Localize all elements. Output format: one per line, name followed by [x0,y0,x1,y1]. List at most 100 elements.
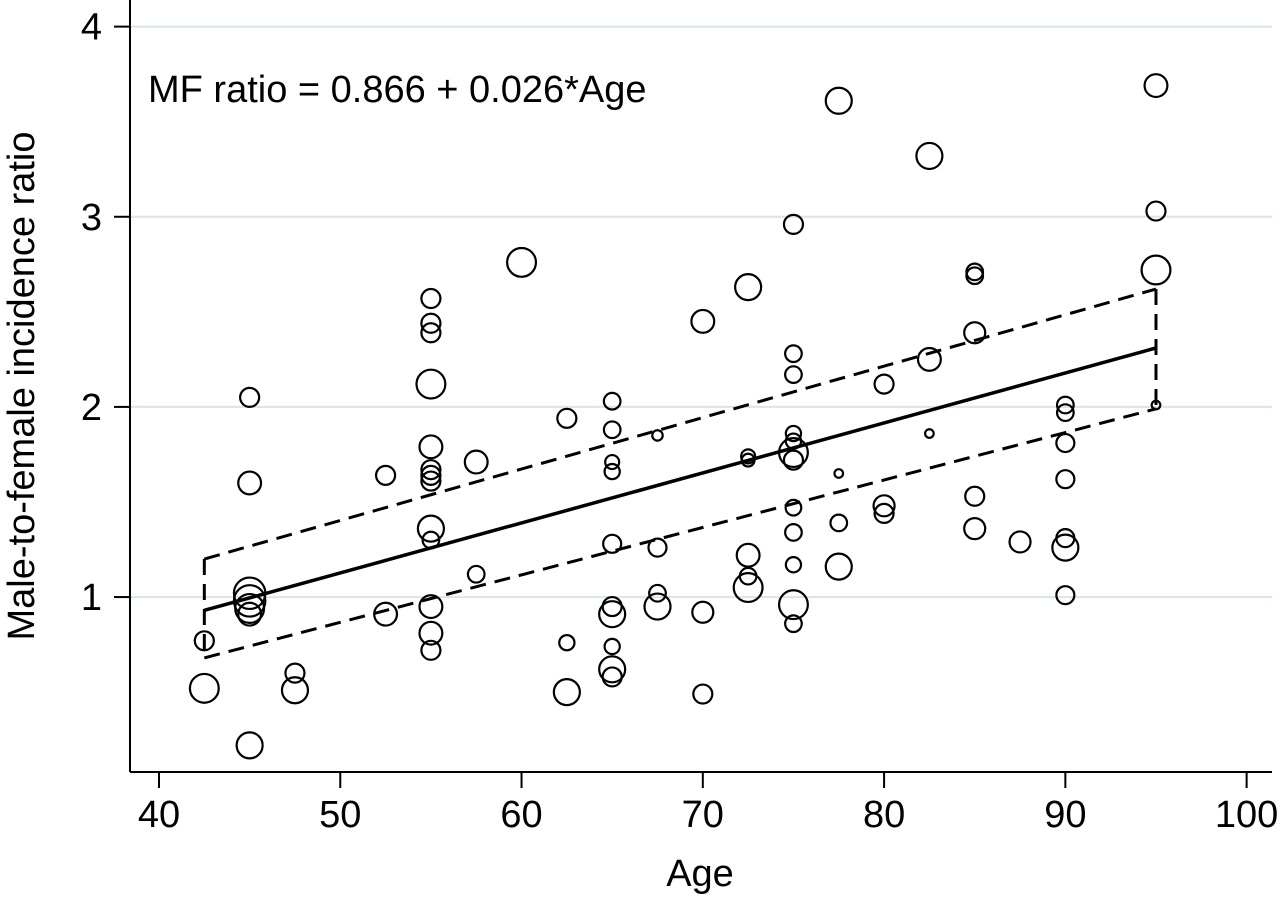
data-point [598,600,627,629]
data-point [784,614,803,634]
data-point [556,407,578,429]
data-point [415,368,447,400]
data-point [420,470,442,492]
data-point [738,566,758,586]
data-point [604,453,621,471]
data-point [1145,200,1167,222]
tick-marks [114,25,1248,788]
data-point [188,672,220,704]
data-point [237,601,263,627]
x-tick-label-70: 70 [682,794,724,836]
data-point [643,592,672,621]
data-point [1055,403,1075,423]
data-point [782,449,805,471]
data-point [1150,399,1162,411]
data-point [420,464,442,486]
data-point [602,391,622,411]
data-point [420,322,442,344]
data-point [915,141,944,171]
data-point [466,564,486,584]
data-point [784,424,803,443]
data-point [421,530,441,550]
data-point [872,494,896,518]
data-points [188,73,1172,760]
data-point [237,470,263,496]
data-point [1140,254,1172,286]
data-point [1055,469,1076,490]
data-point [506,246,538,278]
data-point [416,514,446,543]
data-point [1051,533,1080,562]
data-point [1008,530,1032,554]
data-point [603,462,621,481]
data-point [691,600,715,624]
data-point [824,552,853,581]
data-point [916,346,942,372]
data-point [833,468,845,479]
data-point [420,459,442,481]
data-point [420,312,442,334]
data-point [648,583,667,603]
data-point [873,373,895,395]
x-tick-label-90: 90 [1044,794,1086,836]
data-point [784,498,803,517]
data-point [239,386,261,409]
data-point [1055,395,1075,415]
data-point [647,537,668,558]
data-point [234,592,266,624]
y-tick-label-4: 4 [81,7,102,49]
equation-annotation: MF ratio = 0.866 + 0.026*Age [148,69,647,111]
ci-upper-line [203,287,1157,561]
data-point [1055,585,1076,606]
data-point [598,655,627,684]
data-point [374,464,397,486]
x-axis-title: Age [666,853,734,895]
data-point [420,287,442,310]
data-point [777,589,809,621]
x-tick-label-40: 40 [138,794,180,836]
data-point [829,513,849,533]
data-point [784,556,803,574]
gridlines [131,25,1272,599]
x-tick-label-60: 60 [500,794,542,836]
x-tick-label-80: 80 [863,794,905,836]
data-point [463,449,489,475]
data-point [734,273,763,302]
data-point [692,683,714,705]
data-point [280,676,310,705]
x-tick-label-50: 50 [319,794,361,836]
data-point [235,731,264,760]
data-point [784,344,803,364]
data-point [963,321,987,345]
y-tick-label-3: 3 [81,197,102,239]
data-point [552,678,581,707]
data-point [740,448,757,465]
data-point [418,434,444,460]
data-point [418,620,444,646]
data-point [601,595,623,618]
data-point [965,262,985,282]
data-point [732,572,764,604]
fit-line [203,346,1157,613]
data-point [602,420,622,440]
axes [129,0,1272,773]
data-point [784,523,803,542]
data-point [690,308,716,334]
y-tick-label-1: 1 [81,577,102,619]
data-point [740,452,756,468]
data-point [782,213,805,235]
y-tick-label-2: 2 [81,387,102,429]
data-point [735,542,761,568]
data-point [601,666,623,688]
x-tick-label-100: 100 [1215,794,1278,836]
data-point [924,428,935,439]
data-point [1143,73,1169,99]
data-point [964,485,986,507]
data-point [963,517,987,541]
y-axis-title: Male-to-female incidence ratio [1,131,43,640]
data-point [602,533,623,554]
data-point [1055,432,1076,454]
data-point [232,584,267,618]
data-point [232,576,267,611]
